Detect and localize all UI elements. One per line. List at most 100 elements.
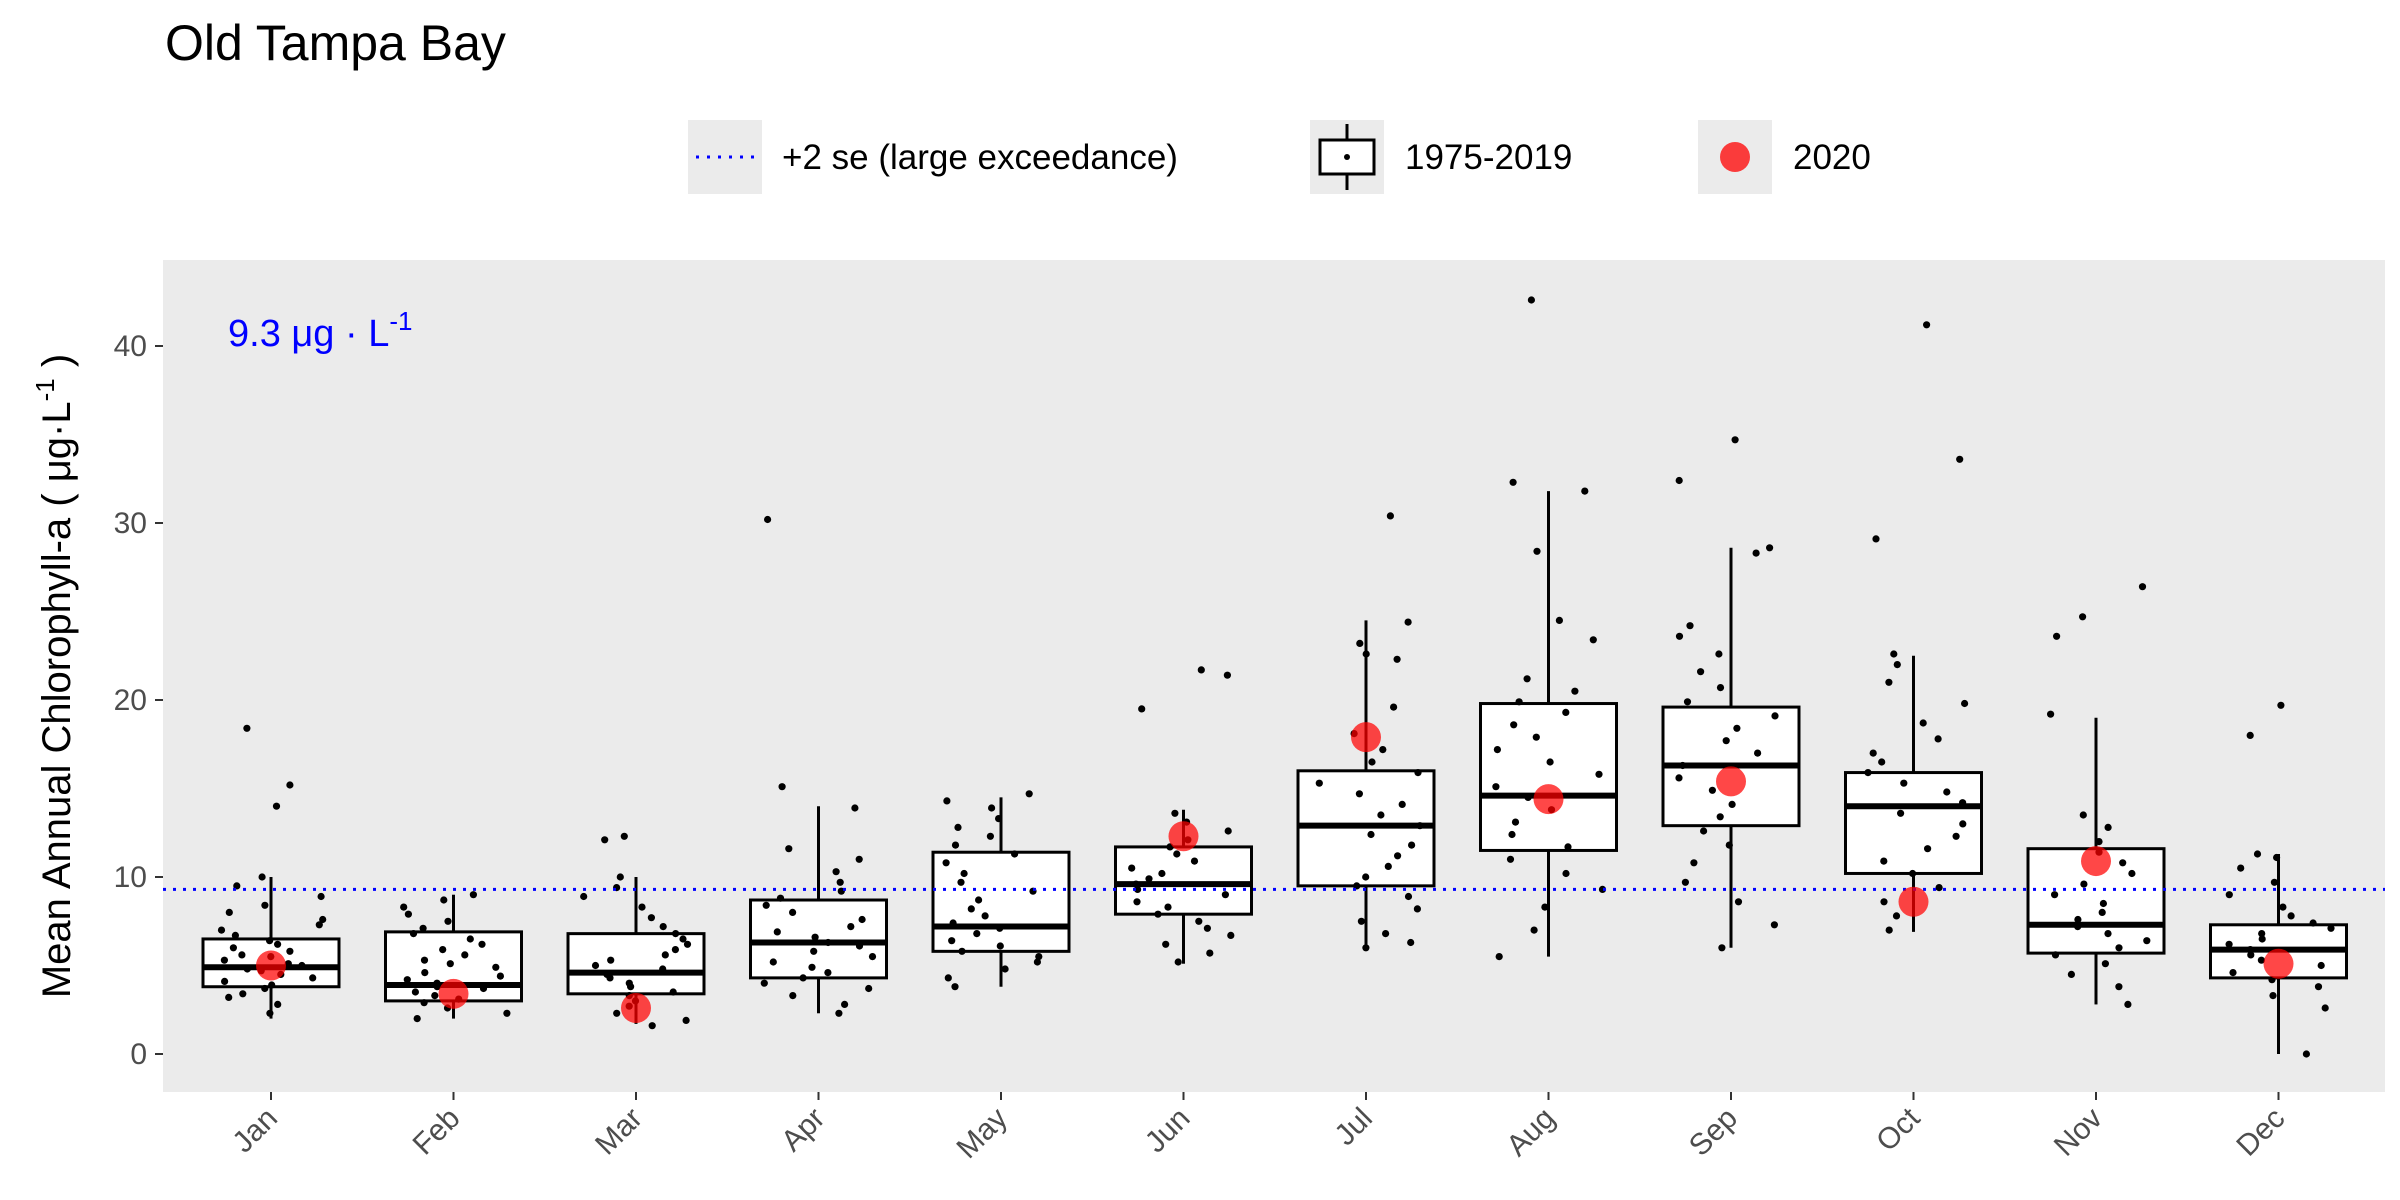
x-tick-label-sep: Sep [1683, 1102, 1744, 1163]
data-point [1011, 850, 1019, 858]
data-point [1377, 811, 1385, 819]
data-point [943, 797, 951, 805]
data-point [975, 896, 983, 904]
data-point [683, 940, 692, 948]
data-point [2287, 912, 2295, 920]
data-point [951, 983, 959, 991]
box-iqr [1844, 771, 1983, 875]
current-point-nov [2081, 846, 2111, 877]
data-point [1731, 436, 1739, 444]
y-tick-label: 40 [114, 330, 147, 363]
data-point [243, 965, 251, 973]
data-point [607, 956, 615, 964]
data-point [1362, 873, 1370, 881]
data-point [2099, 899, 2107, 908]
data-point [1869, 749, 1877, 757]
data-point [421, 969, 429, 977]
data-point [2098, 908, 2106, 917]
data-point [988, 804, 996, 812]
data-point [1690, 859, 1698, 867]
data-point [1510, 721, 1518, 729]
x-tick-label-apr: Apr [775, 1102, 831, 1158]
data-point [2269, 992, 2277, 1000]
data-point [2104, 930, 2112, 938]
data-point [1221, 891, 1229, 899]
data-point [672, 930, 680, 938]
data-point [986, 832, 995, 840]
data-point [2101, 960, 2109, 968]
data-point [1715, 650, 1723, 658]
data-point [266, 937, 274, 945]
data-point [868, 953, 877, 961]
data-point [1546, 758, 1554, 766]
data-point [1132, 880, 1140, 888]
legend-label-boxes: 1975-2019 [1405, 138, 1572, 177]
data-point [1190, 857, 1199, 865]
data-point [2051, 951, 2060, 959]
data-point [1162, 940, 1170, 948]
data-point [286, 947, 294, 955]
y-tick-label: 30 [114, 507, 147, 540]
data-point [1368, 758, 1376, 766]
data-point [1900, 779, 1908, 787]
data-point [1227, 931, 1235, 940]
data-point [824, 938, 832, 947]
data-point [1697, 668, 1705, 676]
data-point [789, 908, 797, 917]
data-point [1562, 869, 1570, 878]
data-point [2279, 903, 2287, 911]
data-point [1571, 687, 1579, 695]
data-point [1394, 852, 1402, 860]
data-point [496, 972, 504, 980]
data-point [960, 869, 968, 878]
data-point [1527, 296, 1535, 304]
data-point [261, 901, 269, 909]
data-point [1509, 478, 1517, 486]
data-point [2074, 923, 2082, 931]
data-point [319, 915, 327, 924]
data-point [2079, 811, 2087, 819]
data-point [1515, 698, 1523, 706]
x-tick-label-dec: Dec [2230, 1102, 2291, 1163]
data-point [601, 836, 609, 844]
box-jul [1296, 620, 1436, 948]
data-point [1766, 544, 1774, 552]
data-point [1404, 618, 1412, 626]
data-point [1133, 898, 1141, 906]
data-point [1206, 949, 1214, 957]
data-point [799, 974, 807, 982]
data-point [1171, 809, 1179, 817]
data-point [225, 993, 233, 1002]
data-point [1506, 855, 1515, 863]
data-point [811, 933, 819, 941]
data-point [996, 942, 1004, 950]
data-point [433, 979, 441, 987]
data-point [238, 951, 246, 959]
data-point [420, 999, 428, 1007]
data-point [315, 921, 323, 929]
data-point [286, 781, 294, 789]
data-point [1174, 958, 1182, 966]
data-point [2079, 613, 2087, 621]
data-point [669, 988, 677, 996]
data-point [647, 914, 656, 922]
data-point [419, 924, 427, 932]
data-point [1158, 869, 1166, 878]
data-point [2229, 969, 2237, 977]
data-point [851, 804, 859, 812]
legend-item-boxes: 1975-2019 [1310, 120, 1572, 194]
data-point [1878, 758, 1886, 766]
data-point [1523, 675, 1531, 683]
data-point [1885, 678, 1893, 686]
data-point [2115, 983, 2123, 991]
data-point [1924, 845, 1932, 853]
data-point [466, 935, 474, 943]
data-point [309, 974, 317, 982]
data-point [1001, 965, 1009, 973]
data-point [1492, 783, 1500, 791]
data-point [220, 956, 228, 964]
data-point [2080, 880, 2088, 888]
data-point [1384, 862, 1392, 871]
legend: +2 se (large exceedance) 1975-2019 2020 [688, 120, 1871, 194]
data-point [261, 984, 269, 993]
